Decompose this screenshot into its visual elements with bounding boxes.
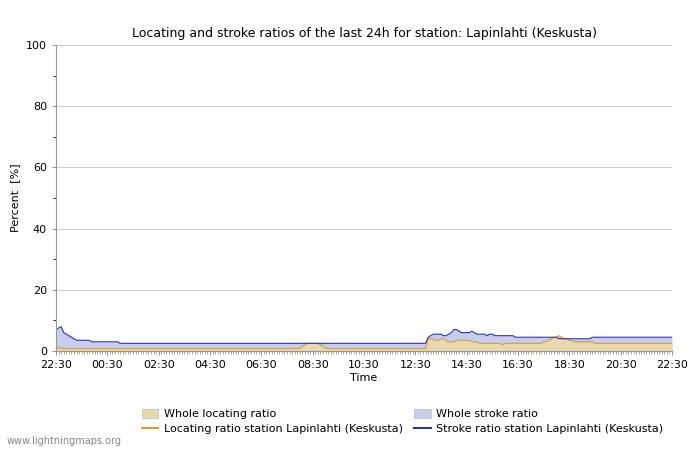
Text: www.lightningmaps.org: www.lightningmaps.org bbox=[7, 436, 122, 446]
X-axis label: Time: Time bbox=[351, 373, 377, 383]
Title: Locating and stroke ratios of the last 24h for station: Lapinlahti (Keskusta): Locating and stroke ratios of the last 2… bbox=[132, 27, 596, 40]
Legend: Whole locating ratio, Locating ratio station Lapinlahti (Keskusta), Whole stroke: Whole locating ratio, Locating ratio sta… bbox=[141, 409, 664, 434]
Y-axis label: Percent  [%]: Percent [%] bbox=[10, 164, 20, 232]
